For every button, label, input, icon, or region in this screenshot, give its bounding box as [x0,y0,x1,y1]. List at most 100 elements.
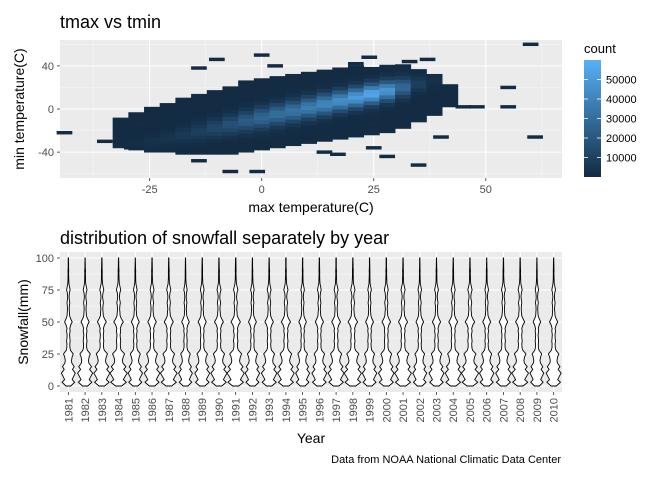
violin-2003 [428,257,445,387]
heatmap-bin [112,121,129,126]
y-tick-label: 75 [42,285,54,297]
heatmap-bin [206,135,223,140]
legend-ticks: 10000 20000 30000 40000 50000 [584,75,637,165]
heatmap-bin [363,119,380,124]
heatmap-bin [363,131,380,136]
violin-2005 [460,257,480,387]
heatmap-bin [363,127,380,132]
heatmap-bin [442,95,459,100]
legend-tick-label: 50000 [606,75,637,87]
heatmap-bin [347,121,365,127]
heatmap-cells [56,42,543,174]
heatmap-bin [300,120,318,126]
heatmap-bin [285,138,302,143]
heatmap-bin [159,110,176,115]
heatmap-bin [269,140,286,145]
heatmap-bin [175,112,192,117]
x-tick-label: 2010 [549,398,561,422]
heatmap-bin [316,107,333,112]
heatmap-bin [395,86,412,92]
heatmap-bin [426,81,443,86]
heatmap-bin [206,112,223,117]
heatmap-bin [112,132,129,137]
heatmap-bin [191,146,208,151]
heatmap-bin [253,116,270,121]
heatmap-bin [379,64,396,69]
heatmap-bin [159,137,176,142]
heatmap-bin [253,146,270,151]
heatmap-bin [267,64,283,68]
heatmap-bin [175,116,192,121]
heatmap-bin [316,130,333,135]
violin-1983 [93,257,111,387]
heatmap-bin [410,72,427,78]
heatmap-bin [253,89,270,94]
heatmap-x-axis-label: max temperature(C) [248,199,373,215]
heatmap-bin [253,127,270,132]
violin-1991 [226,257,245,387]
heatmap-bin [238,114,255,119]
heatmap-bin [159,133,176,138]
heatmap-bin [316,80,333,86]
heatmap-bin [316,77,333,82]
heatmap-bin [347,87,365,93]
heatmap-bin [269,94,286,100]
heatmap-bin [316,118,333,123]
heatmap-bin [442,99,459,104]
heatmap-x-ticks: -25 0 25 50 [142,178,492,196]
y-tick-label: 25 [42,349,54,361]
x-tick-label: 2000 [381,398,393,422]
heatmap-bin [379,125,396,130]
heatmap-bin [159,140,176,145]
x-tick-label: 50 [480,184,492,196]
heatmap-bin [238,87,255,93]
heatmap-bin [191,112,208,117]
heatmap-bin [300,135,318,141]
legend-tick-label: 30000 [606,114,637,126]
legend-tick-label: 20000 [606,133,637,145]
legend-title: count [584,41,616,56]
violin-1996 [311,257,328,387]
heatmap-bin [410,95,427,100]
heatmap-bin [159,118,176,123]
heatmap-bin [300,139,318,144]
violin-1998 [343,257,362,387]
heatmap-bin [128,138,145,143]
heatmap-bin [426,107,443,113]
heatmap-bin [285,130,302,135]
heatmap-bin [269,132,286,137]
heatmap-bin [365,146,382,150]
heatmap-bin [269,79,286,85]
heatmap-bin [395,109,412,114]
heatmap-bin [206,139,223,144]
heatmap-bin [395,117,412,122]
heatmap-bin [144,125,161,130]
heatmap-bin [300,94,318,99]
heatmap-bin [395,64,412,69]
heatmap-bin [253,53,270,57]
x-tick-label: 2007 [498,398,510,422]
heatmap-bin [332,67,349,72]
heatmap-bin [300,113,318,118]
heatmap-bin [191,159,207,163]
heatmap-bin [285,107,302,113]
heatmap-bin [206,146,223,151]
x-tick-label: 1982 [80,398,92,422]
heatmap-bin [191,101,208,106]
heatmap-bin [410,84,427,89]
heatmap-bin [410,69,427,74]
heatmap-bin [395,90,412,95]
violins [60,257,562,387]
heatmap-bin [285,115,302,120]
heatmap-bin [500,85,517,90]
heatmap-bin [410,99,427,104]
heatmap-bin [363,89,380,94]
heatmap-bin [269,113,286,119]
heatmap-bin [159,144,176,149]
violin-2002 [412,257,428,387]
heatmap-bin [206,116,223,121]
x-tick-label: 2004 [448,398,460,422]
heatmap-bin [175,120,192,125]
heatmap-bin [332,131,349,136]
heatmap-bin [253,97,270,102]
